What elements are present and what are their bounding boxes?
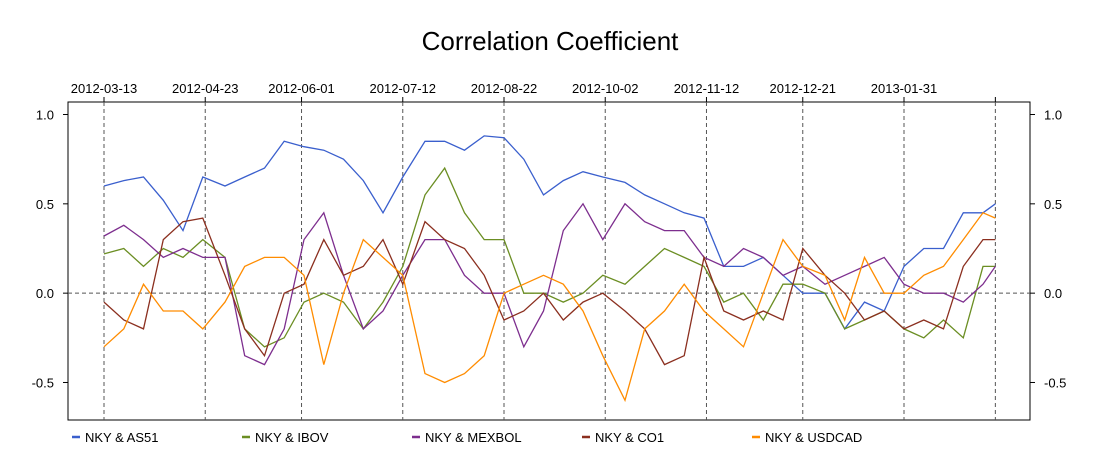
x-tick-label: 2012-11-12 — [674, 81, 740, 96]
x-tick-label: 2013-01-31 — [871, 81, 938, 96]
x-tick-label: 2012-07-12 — [370, 81, 437, 96]
x-tick-label: 2012-08-22 — [471, 81, 538, 96]
x-tick-label: 2012-04-23 — [172, 81, 239, 96]
series-line-0 — [103, 135, 996, 331]
legend-label: NKY & USDCAD — [765, 430, 862, 445]
y-tick-label-right: 0.5 — [1044, 197, 1062, 212]
series-line-2 — [103, 202, 996, 366]
x-tick-label: 2012-06-01 — [268, 81, 335, 96]
legend-label: NKY & CO1 — [595, 430, 664, 445]
y-tick-label-right: 1.0 — [1044, 108, 1062, 123]
legend-label: NKY & MEXBOL — [425, 430, 522, 445]
x-tick-label: 2012-03-13 — [71, 81, 138, 96]
y-tick-label-right: -0.5 — [1044, 375, 1066, 390]
y-tick-label-left: 0.5 — [36, 197, 54, 212]
legend-label: NKY & IBOV — [255, 430, 329, 445]
series-line-3 — [103, 217, 996, 366]
legend-label: NKY & AS51 — [85, 430, 158, 445]
y-tick-label-left: 0.0 — [36, 286, 54, 301]
plot-frame — [67, 101, 1031, 421]
x-tick-label: 2012-10-02 — [572, 81, 639, 96]
y-tick-label-left: 1.0 — [36, 108, 54, 123]
y-tick-label-left: -0.5 — [32, 375, 54, 390]
series-line-1 — [103, 166, 996, 348]
x-tick-label: 2012-12-21 — [770, 81, 837, 96]
y-tick-label-right: 0.0 — [1044, 286, 1062, 301]
series-line-4 — [103, 211, 996, 403]
chart-title: Correlation Coefficient — [422, 26, 680, 56]
